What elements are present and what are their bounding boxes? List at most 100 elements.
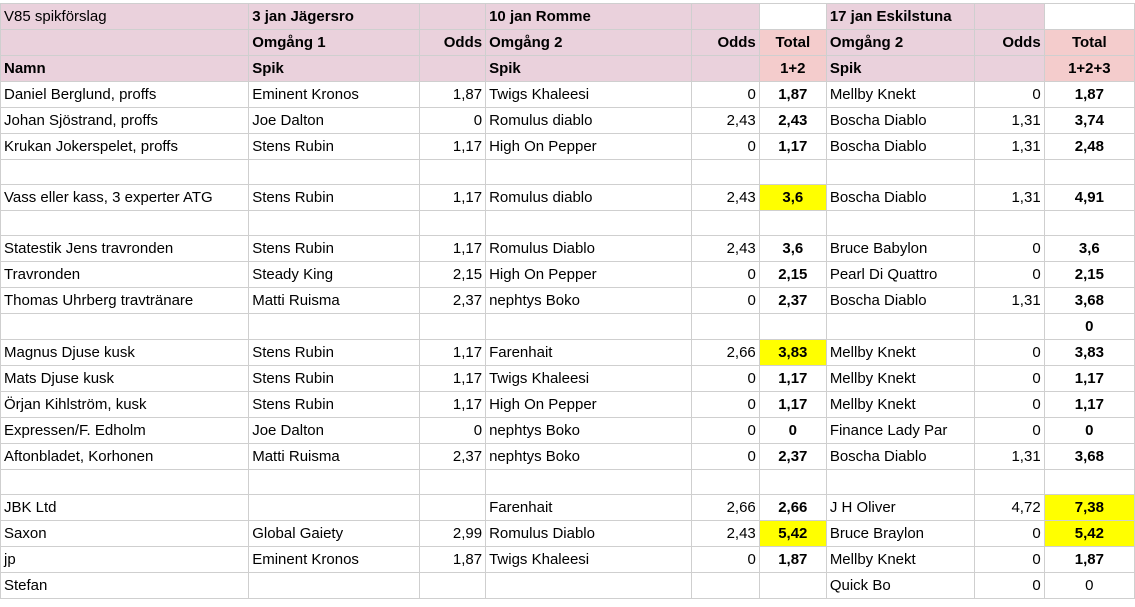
table-cell[interactable]: 1,17 xyxy=(418,235,487,262)
header-cell[interactable]: 10 jan Romme xyxy=(485,3,693,30)
header-cell[interactable] xyxy=(418,55,487,82)
table-cell[interactable]: Twigs Khaleesi xyxy=(485,81,693,108)
header-cell[interactable] xyxy=(974,3,1045,30)
table-cell[interactable]: 1,17 xyxy=(758,133,827,160)
table-cell[interactable]: 3,68 xyxy=(1043,443,1135,470)
table-cell[interactable] xyxy=(974,210,1045,236)
table-cell[interactable]: nephtys Boko xyxy=(485,417,693,444)
table-cell[interactable] xyxy=(485,159,693,185)
table-cell[interactable] xyxy=(691,313,760,340)
table-cell[interactable]: Bruce Braylon xyxy=(825,520,976,547)
table-cell[interactable]: Mellby Knekt xyxy=(825,546,976,573)
table-cell[interactable] xyxy=(418,210,487,236)
table-cell[interactable]: 3,68 xyxy=(1043,287,1135,314)
table-cell[interactable]: 2,66 xyxy=(691,339,760,366)
header-cell[interactable]: Odds xyxy=(974,29,1045,56)
table-cell[interactable]: Bruce Babylon xyxy=(825,235,976,262)
table-cell[interactable]: 4,91 xyxy=(1043,184,1135,211)
table-cell[interactable]: 0 xyxy=(974,235,1045,262)
table-cell[interactable]: 3,6 xyxy=(758,184,827,211)
table-cell[interactable]: 0 xyxy=(691,443,760,470)
table-cell[interactable]: 0 xyxy=(974,81,1045,108)
table-cell[interactable]: Krukan Jokerspelet, proffs xyxy=(0,133,250,160)
table-cell[interactable]: Vass eller kass, 3 experter ATG xyxy=(0,184,250,211)
table-cell[interactable]: Romulus Diablo xyxy=(485,235,693,262)
header-cell[interactable]: Omgång 1 xyxy=(248,29,420,56)
table-cell[interactable]: Boscha Diablo xyxy=(825,443,976,470)
table-cell[interactable]: Farenhait xyxy=(485,494,693,521)
table-cell[interactable]: 2,37 xyxy=(418,287,487,314)
table-cell[interactable]: 1,17 xyxy=(418,184,487,211)
table-cell[interactable]: 0 xyxy=(974,261,1045,288)
table-cell[interactable]: Mellby Knekt xyxy=(825,365,976,392)
table-cell[interactable] xyxy=(1043,210,1135,236)
header-cell[interactable]: 1+2+3 xyxy=(1043,55,1135,82)
header-cell[interactable]: 1+2 xyxy=(758,55,827,82)
table-cell[interactable]: 2,15 xyxy=(418,261,487,288)
table-cell[interactable]: Global Gaiety xyxy=(248,520,420,547)
table-cell[interactable]: Stens Rubin xyxy=(248,339,420,366)
table-cell[interactable]: Aftonbladet, Korhonen xyxy=(0,443,250,470)
table-cell[interactable]: 2,43 xyxy=(691,235,760,262)
header-cell[interactable]: Total xyxy=(1043,29,1135,56)
table-cell[interactable] xyxy=(974,313,1045,340)
table-cell[interactable]: 1,87 xyxy=(1043,81,1135,108)
table-cell[interactable]: 0 xyxy=(418,417,487,444)
table-cell[interactable]: 1,17 xyxy=(418,339,487,366)
table-cell[interactable]: Romulus Diablo xyxy=(485,520,693,547)
header-cell[interactable]: V85 spikförslag xyxy=(0,3,250,30)
table-cell[interactable]: 3,83 xyxy=(758,339,827,366)
table-cell[interactable]: 1,87 xyxy=(418,81,487,108)
table-cell[interactable] xyxy=(825,210,976,236)
table-cell[interactable]: Mellby Knekt xyxy=(825,339,976,366)
table-cell[interactable] xyxy=(248,572,420,599)
table-cell[interactable]: nephtys Boko xyxy=(485,287,693,314)
table-cell[interactable]: Twigs Khaleesi xyxy=(485,365,693,392)
table-cell[interactable]: Romulus diablo xyxy=(485,184,693,211)
table-cell[interactable]: Romulus diablo xyxy=(485,107,693,134)
header-cell[interactable]: Omgång 2 xyxy=(485,29,693,56)
header-cell[interactable]: 17 jan Eskilstuna xyxy=(825,3,976,30)
table-cell[interactable]: Saxon xyxy=(0,520,250,547)
table-cell[interactable] xyxy=(974,469,1045,495)
table-cell[interactable]: High On Pepper xyxy=(485,133,693,160)
table-cell[interactable]: 1,31 xyxy=(974,287,1045,314)
table-cell[interactable] xyxy=(974,159,1045,185)
table-cell[interactable] xyxy=(758,469,827,495)
header-cell[interactable] xyxy=(691,3,760,30)
header-cell[interactable] xyxy=(1043,3,1135,30)
header-cell[interactable] xyxy=(758,3,827,30)
header-cell[interactable]: Namn xyxy=(0,55,250,82)
table-cell[interactable]: Steady King xyxy=(248,261,420,288)
table-cell[interactable]: 1,31 xyxy=(974,443,1045,470)
table-cell[interactable]: Stens Rubin xyxy=(248,133,420,160)
table-cell[interactable]: 0 xyxy=(1043,313,1135,340)
table-cell[interactable]: 0 xyxy=(974,520,1045,547)
table-cell[interactable] xyxy=(758,210,827,236)
table-cell[interactable]: Joe Dalton xyxy=(248,107,420,134)
table-cell[interactable]: High On Pepper xyxy=(485,261,693,288)
table-cell[interactable]: 3,6 xyxy=(1043,235,1135,262)
table-cell[interactable]: 0 xyxy=(691,365,760,392)
table-cell[interactable]: 2,66 xyxy=(758,494,827,521)
table-cell[interactable] xyxy=(1043,469,1135,495)
table-cell[interactable]: 2,15 xyxy=(1043,261,1135,288)
header-cell[interactable] xyxy=(691,55,760,82)
table-cell[interactable] xyxy=(485,572,693,599)
table-cell[interactable]: Stefan xyxy=(0,572,250,599)
header-cell[interactable] xyxy=(0,29,250,56)
table-cell[interactable]: Stens Rubin xyxy=(248,391,420,418)
table-cell[interactable]: 4,72 xyxy=(974,494,1045,521)
table-cell[interactable] xyxy=(0,159,250,185)
header-cell[interactable] xyxy=(418,3,487,30)
table-cell[interactable] xyxy=(691,572,760,599)
table-cell[interactable]: Matti Ruisma xyxy=(248,287,420,314)
table-cell[interactable] xyxy=(418,572,487,599)
table-cell[interactable]: Eminent Kronos xyxy=(248,81,420,108)
table-cell[interactable]: jp xyxy=(0,546,250,573)
table-cell[interactable]: Travronden xyxy=(0,261,250,288)
table-cell[interactable]: 1,17 xyxy=(418,391,487,418)
table-cell[interactable]: 5,42 xyxy=(1043,520,1135,547)
table-cell[interactable]: Expressen/F. Edholm xyxy=(0,417,250,444)
table-cell[interactable] xyxy=(485,313,693,340)
